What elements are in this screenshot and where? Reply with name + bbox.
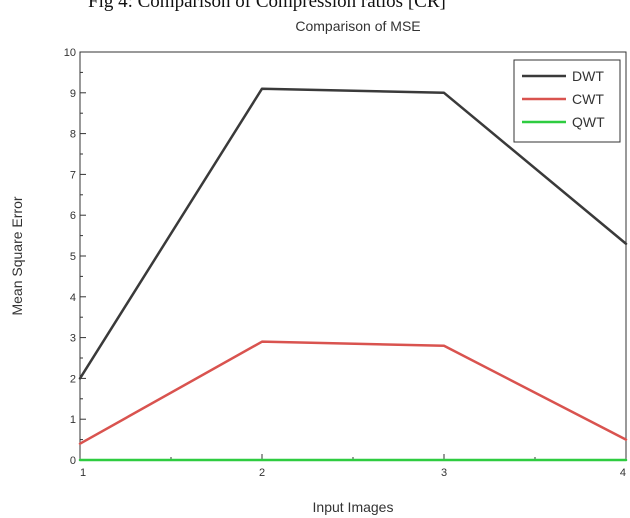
y-tick-label: 8: [70, 129, 76, 141]
chart-title: Comparison of MSE: [295, 18, 420, 34]
y-tick-label: 3: [70, 333, 76, 345]
y-tick-label: 4: [70, 292, 76, 304]
x-tick-label: 4: [620, 467, 626, 479]
y-tick-label: 7: [70, 169, 76, 181]
series-line-dwt: [78, 87, 628, 380]
x-tick-label: 2: [259, 467, 265, 479]
x-axis-title: Input Images: [313, 499, 394, 515]
x-tick-label: 1: [80, 467, 86, 479]
y-tick-label: 1: [70, 414, 76, 426]
series-line-cwt: [78, 340, 628, 445]
y-tick-label: 2: [70, 373, 76, 385]
legend-label-dwt: DWT: [572, 68, 604, 84]
y-tick-label: 10: [64, 47, 76, 59]
x-axis-ticks: 1 2 3 4: [79, 454, 627, 479]
y-axis-title: Mean Square Error: [9, 196, 25, 315]
legend-label-cwt: CWT: [572, 91, 604, 107]
y-tick-label: 5: [70, 251, 76, 263]
y-tick-label: 6: [70, 210, 76, 222]
figure-caption: Fig 4: Comparison of Compression ratios …: [88, 0, 446, 12]
legend-label-qwt: QWT: [572, 114, 605, 130]
y-tick-label: 9: [70, 88, 76, 100]
x-tick-label: 3: [441, 467, 447, 479]
y-tick-label: 0: [70, 455, 76, 467]
y-axis-ticks: 0 1 2 3 4 5 6 7 8 9 10: [64, 47, 86, 467]
series-lines: [78, 87, 628, 462]
legend-frame: [513, 59, 621, 143]
legend: DWT CWT QWT: [513, 59, 621, 143]
